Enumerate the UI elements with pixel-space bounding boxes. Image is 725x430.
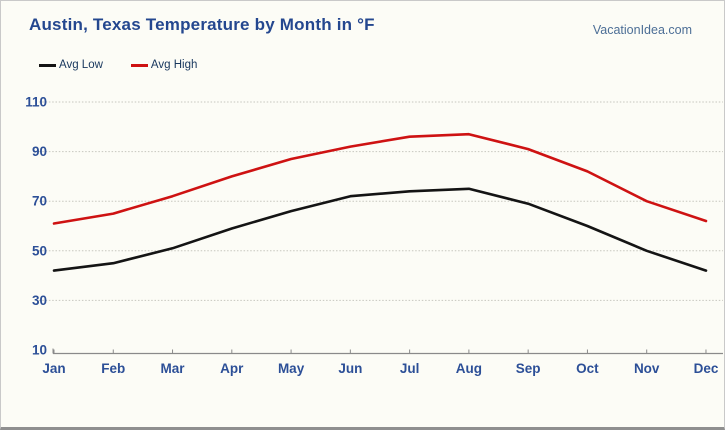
legend-label-avg-high: Avg High [150,59,198,71]
watermark-text: VacationIdea.com [592,23,692,37]
y-tick-label: 110 [25,95,47,110]
month-label: Oct [576,361,599,376]
chart-legend: Avg Low Avg High [39,59,225,71]
avg-high-line [52,132,708,225]
y-tick-label: 70 [32,194,47,209]
month-label: Feb [101,361,125,376]
legend-item-avg-high: Avg High [130,59,198,71]
month-label: Jun [338,361,362,376]
y-tick-label: 30 [32,293,47,308]
month-label: Mar [161,361,186,376]
avg-high-swatch-icon [130,63,148,67]
month-label: Jan [42,361,65,376]
y-tick-label: 10 [32,343,47,358]
month-label: Sep [516,361,541,376]
avg-low-swatch-icon [39,63,56,67]
chart-title: Austin, Texas Temperature by Month in °F [29,15,375,34]
y-tick-label: 50 [32,243,47,258]
y-tick-label: 90 [32,144,47,159]
month-label: Aug [456,361,482,376]
month-label: May [278,361,305,376]
month-label: Dec [694,361,719,376]
legend-label-avg-low: Avg Low [59,59,103,71]
legend-item-avg-low: Avg Low [39,59,103,71]
month-label: Nov [634,361,660,376]
month-label: Apr [220,361,244,376]
avg-low-line [52,187,708,272]
month-label: Jul [400,361,420,376]
